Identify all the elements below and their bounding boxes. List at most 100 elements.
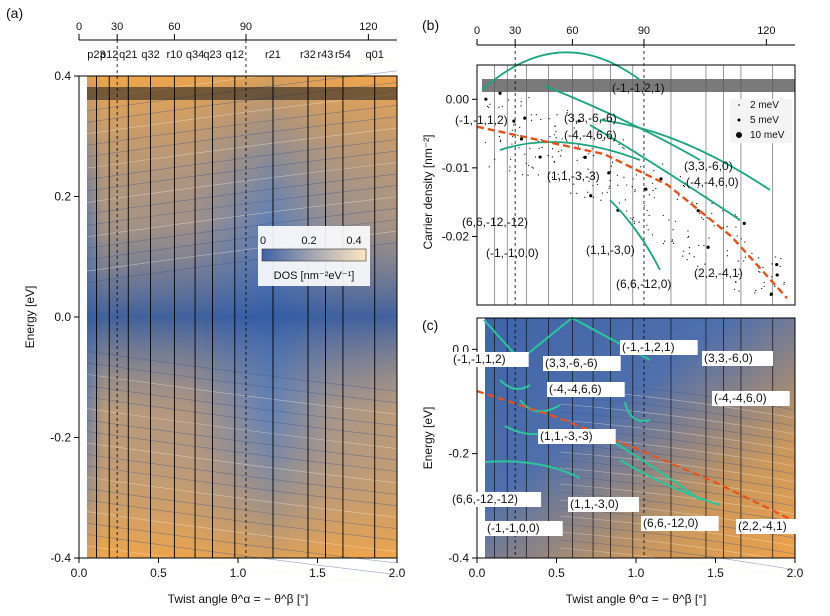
scatter-point: [501, 105, 504, 107]
scatter-point: [671, 240, 673, 242]
annotation: (-4,-4,6,6): [547, 382, 625, 397]
scatter-point: [498, 106, 500, 108]
scatter-point: [735, 226, 737, 228]
scatter-point: [662, 163, 664, 165]
scatter-point: [682, 255, 684, 257]
panel-a-xlabel: Twist angle θ^α = − θ^β [°]: [168, 592, 309, 606]
scatter-point: [722, 210, 724, 212]
energy-stripe: [559, 419, 796, 451]
panel-b: (b) 0 30 60 90 120 2 meV 5 meV 10 meV 0.00 -0…: [421, 17, 796, 306]
panel-c-top-curve: [483, 316, 651, 362]
top-label: r10: [166, 49, 182, 61]
scatter-point: [676, 198, 678, 200]
scatter-point: [489, 103, 491, 105]
scatter-point: [584, 196, 586, 198]
colorbar-max: 0.4: [346, 235, 361, 247]
scatter-point: [706, 245, 710, 249]
scatter-point: [632, 178, 634, 180]
annotation-background: [620, 340, 698, 355]
scatter-point: [711, 202, 713, 204]
scatter-point: [527, 164, 530, 167]
energy-stripe: [559, 475, 796, 507]
scatter-point: [518, 147, 520, 149]
scatter-point: [577, 145, 580, 147]
scatter-point: [698, 212, 701, 214]
scatter-point: [708, 237, 710, 239]
scatter-point: [618, 143, 620, 146]
annotation-label: (6,6,-12,-12): [452, 492, 518, 506]
annotation-label: (-4,-4,6,0): [714, 391, 767, 405]
top-label: p12: [100, 49, 118, 61]
scatter-point: [509, 170, 511, 172]
scatter-point: [744, 241, 746, 243]
colorbar-min: 0: [260, 235, 266, 247]
scatter-point: [593, 154, 595, 157]
scatter-point: [771, 263, 773, 265]
scatter-point: [525, 162, 527, 164]
scatter-point: [510, 158, 512, 160]
panel-c-curve-4: [484, 460, 581, 479]
scatter-point: [484, 97, 488, 101]
annotation-label: (1,1,-3,-3): [540, 429, 593, 443]
panel-a-top-band: [87, 87, 397, 100]
top-label: r21: [265, 49, 281, 61]
scatter-point: [590, 175, 593, 177]
scatter-point: [759, 271, 761, 273]
annotation-label: (3,3,-6,0): [684, 159, 733, 173]
top-tick-label: 30: [509, 25, 521, 37]
scatter-point: [524, 153, 526, 155]
scatter-point: [564, 170, 566, 172]
energy-stripe: [86, 534, 398, 575]
scatter-point: [775, 273, 779, 277]
scatter-point: [611, 161, 614, 163]
scatter-point: [744, 256, 747, 258]
scatter-point: [686, 258, 688, 261]
energy-stripe: [86, 476, 398, 518]
scatter-point: [573, 127, 575, 129]
scatter-point: [711, 212, 713, 214]
colorbar-mid: 0.2: [301, 235, 316, 247]
top-tick-label: 120: [359, 21, 377, 33]
panel-a-ylabel: Energy [eV]: [23, 286, 37, 349]
scatter-point: [653, 169, 655, 172]
scatter-point: [553, 160, 555, 163]
panel-c: (c) 0.0 0.5 1.0 1.5 2.0 0.0 -0.2 -0.4 Twist an…: [421, 316, 807, 606]
scatter-point: [538, 147, 540, 149]
panel-b-arc-4: [599, 119, 771, 191]
energy-stripe: [86, 150, 398, 192]
x-tick-label: 2.0: [389, 566, 406, 580]
scatter-point: [754, 292, 756, 294]
scatter-point: [488, 166, 490, 168]
energy-stripe: [86, 488, 398, 530]
scatter-point: [737, 260, 739, 262]
scatter-point: [576, 159, 578, 161]
scatter-point: [508, 99, 510, 101]
top-label: r54: [335, 49, 351, 61]
scatter-point: [659, 177, 663, 181]
legend-10mev: 10 meV: [750, 130, 785, 141]
x-tick-label: 0.5: [548, 566, 565, 580]
scatter-point: [592, 196, 595, 198]
y-tick-label: -0.4: [448, 551, 469, 565]
scatter-point: [499, 139, 502, 141]
scatter-point: [713, 273, 715, 275]
scatter-point: [521, 173, 524, 176]
energy-stripe: [559, 467, 796, 499]
panel-a-commensurate-lines: [96, 40, 376, 558]
scatter-point: [634, 189, 636, 191]
top-label: q34: [186, 49, 204, 61]
scatter-point: [576, 122, 578, 124]
scatter-point: [626, 184, 628, 186]
scatter-point: [529, 147, 531, 149]
x-tick-label: 0.5: [150, 566, 167, 580]
scatter-point: [697, 265, 699, 267]
scatter-point: [664, 240, 666, 242]
scatter-point: [488, 106, 490, 108]
scatter-point: [576, 192, 578, 194]
scatter-point: [601, 192, 604, 194]
annotation-background: [538, 429, 616, 444]
scatter-point: [583, 155, 587, 159]
scatter-point: [566, 111, 568, 114]
scatter-point: [498, 91, 502, 95]
